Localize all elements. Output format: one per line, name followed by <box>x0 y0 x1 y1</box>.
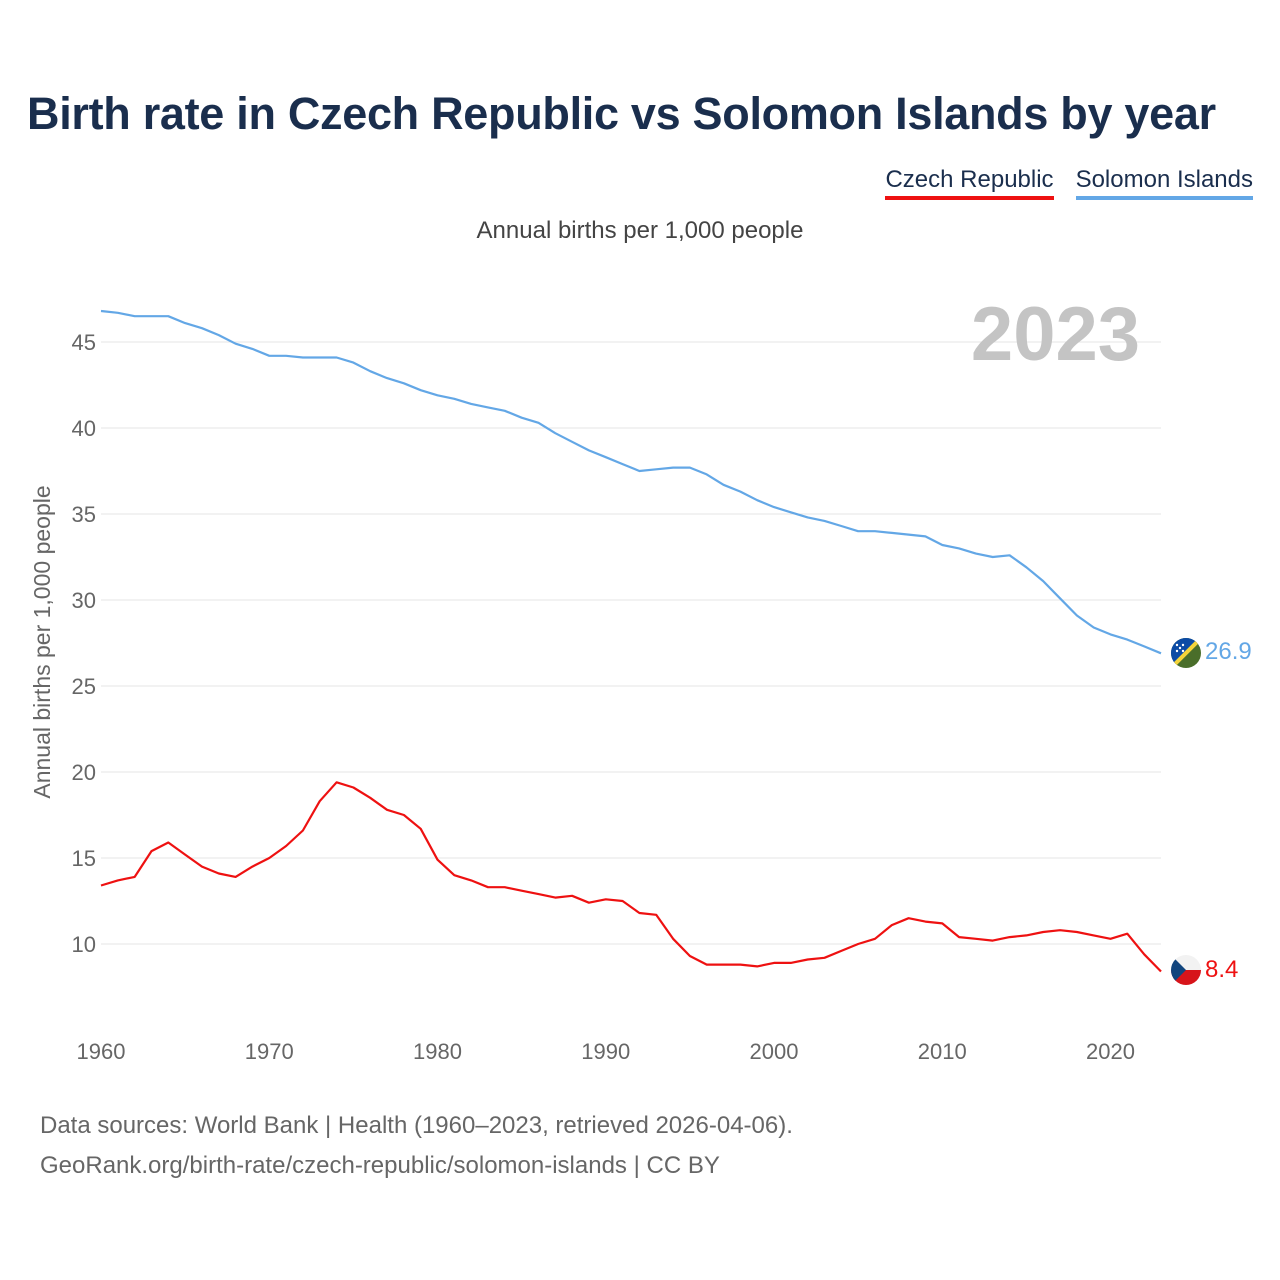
legend-item-czech-republic[interactable]: Czech Republic <box>885 166 1054 200</box>
y-tick-label: 40 <box>72 416 96 441</box>
x-tick-label: 1960 <box>77 1039 126 1064</box>
y-tick-label: 25 <box>72 674 96 699</box>
y-tick-label: 45 <box>72 330 96 355</box>
y-axis-label: Annual births per 1,000 people <box>29 485 55 798</box>
series-line-czech-republic <box>100 781 1162 973</box>
x-tick-label: 2020 <box>1086 1039 1135 1064</box>
grid-lines <box>101 341 1161 945</box>
chart-subtitle: Annual births per 1,000 people <box>476 217 804 244</box>
chart-title: Birth rate in Czech Republic vs Solomon … <box>27 88 1216 139</box>
end-label-solomon-islands: 26.9 <box>1205 638 1252 665</box>
y-tick-label: 30 <box>72 588 96 613</box>
y-tick-label: 10 <box>72 932 96 957</box>
year-label: 2023 <box>971 292 1140 377</box>
y-tick-label: 15 <box>72 846 96 871</box>
legend: Czech Republic Solomon Islands <box>885 166 1253 200</box>
x-tick-label: 2010 <box>918 1039 967 1064</box>
y-tick-label: 35 <box>72 502 96 527</box>
y-tick-label: 20 <box>72 760 96 785</box>
footer: Data sources: World Bank | Health (1960–… <box>40 1106 793 1186</box>
end-label-czech-republic: 8.4 <box>1205 956 1238 983</box>
legend-item-solomon-islands[interactable]: Solomon Islands <box>1075 166 1253 200</box>
series-lines <box>100 309 1162 973</box>
czech-republic-flag-icon <box>1171 955 1201 985</box>
x-tick-label: 1980 <box>413 1039 462 1064</box>
footer-sources: Data sources: World Bank | Health (1960–… <box>40 1112 793 1139</box>
footer-url: GeoRank.org/birth-rate/czech-republic/so… <box>40 1152 720 1179</box>
series-line-solomon-islands <box>100 309 1162 655</box>
y-axis-ticks: 10 15 20 25 30 35 40 45 <box>72 330 96 957</box>
x-tick-label: 1990 <box>581 1039 630 1064</box>
x-tick-label: 1970 <box>245 1039 294 1064</box>
x-tick-label: 2000 <box>750 1039 799 1064</box>
solomon-islands-flag-icon <box>1171 638 1201 668</box>
x-axis-ticks: 1960 1970 1980 1990 2000 2010 2020 <box>77 1039 1135 1064</box>
